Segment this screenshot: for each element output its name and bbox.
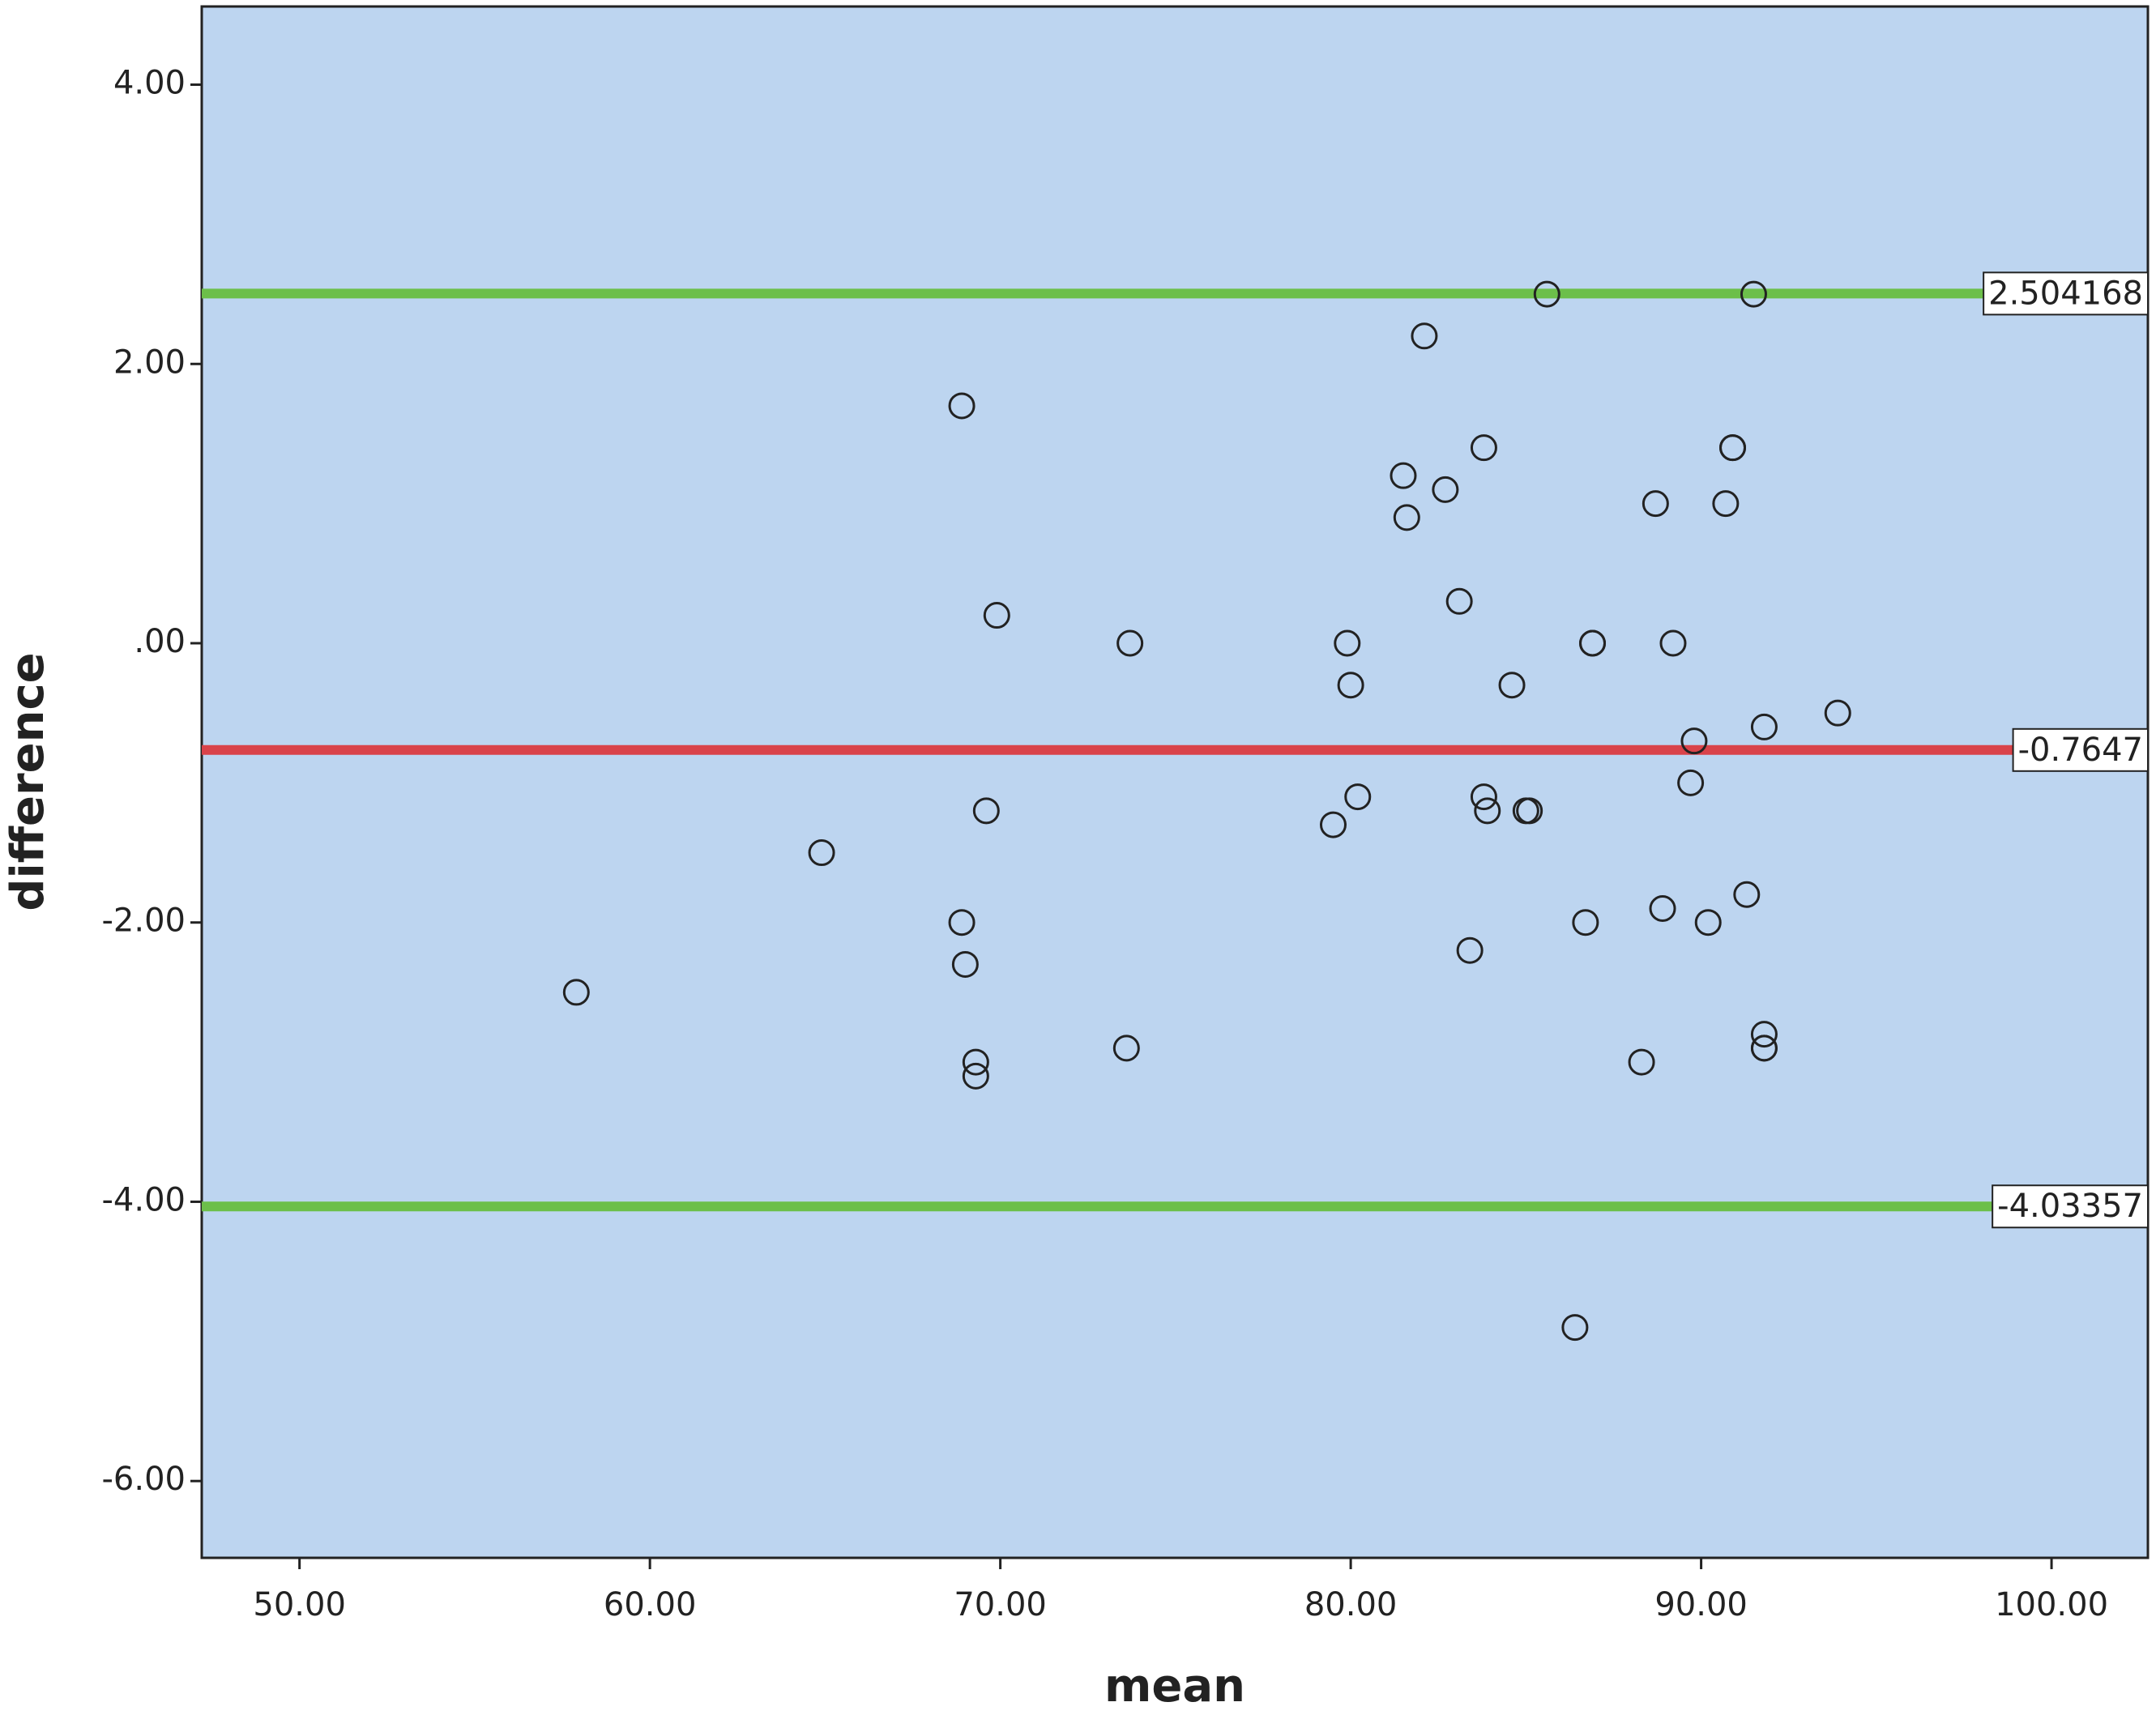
- y-axis-title: difference: [2, 652, 54, 911]
- point: [1824, 699, 1851, 727]
- point: [1677, 769, 1705, 796]
- y-tick-label: 2.00: [113, 343, 186, 381]
- point: [1561, 1314, 1589, 1342]
- y-tick-label: 4.00: [113, 65, 186, 102]
- point: [962, 1062, 989, 1090]
- point: [1659, 629, 1687, 657]
- plot-area: [200, 5, 2150, 1559]
- point: [1445, 587, 1473, 615]
- x-tick-label: 70.00: [954, 1586, 1047, 1623]
- point: [1628, 1048, 1655, 1076]
- point: [1740, 280, 1767, 308]
- point: [1334, 629, 1361, 657]
- x-tick-label: 60.00: [604, 1586, 697, 1623]
- point: [1750, 1035, 1778, 1062]
- point: [1116, 629, 1144, 657]
- point: [808, 839, 835, 867]
- point: [948, 909, 976, 936]
- point: [1694, 909, 1722, 936]
- point: [1642, 490, 1669, 518]
- x-tick-label: 80.00: [1304, 1586, 1398, 1623]
- point: [1579, 629, 1607, 657]
- point: [1712, 490, 1740, 518]
- x-tick-label: 50.00: [253, 1586, 346, 1623]
- point: [1516, 797, 1543, 825]
- reference-label-box: [1992, 1184, 2149, 1229]
- x-tick-label: 100.00: [1995, 1586, 2108, 1623]
- point: [1393, 504, 1420, 531]
- point: [962, 1048, 989, 1076]
- point: [562, 979, 590, 1006]
- reference-label-box: [2012, 727, 2149, 772]
- x-axis-title: mean: [1104, 1660, 1245, 1713]
- point: [1411, 322, 1438, 350]
- reference-label: -4.03357: [1997, 1188, 2143, 1225]
- point: [983, 602, 1010, 629]
- point: [1750, 713, 1778, 740]
- point: [1337, 672, 1364, 699]
- point: [1533, 280, 1560, 308]
- point: [951, 950, 979, 978]
- y-tick-label: -2.00: [102, 902, 186, 940]
- point: [1498, 672, 1526, 699]
- point: [1649, 894, 1676, 922]
- y-tick-label: -6.00: [102, 1461, 186, 1498]
- y-tick-label: .00: [134, 623, 186, 660]
- point: [1470, 434, 1497, 462]
- point: [1456, 936, 1484, 964]
- point: [1572, 909, 1599, 936]
- point: [1319, 811, 1347, 838]
- point: [1680, 727, 1708, 755]
- point: [1750, 1021, 1778, 1048]
- y-tick-label: -4.00: [102, 1181, 186, 1218]
- point: [1733, 881, 1761, 908]
- point: [1390, 462, 1417, 489]
- point: [1112, 1035, 1140, 1062]
- x-tick-label: 90.00: [1654, 1586, 1748, 1623]
- reference-label: 2.504168: [1988, 275, 2143, 312]
- point: [1470, 783, 1497, 811]
- point: [1344, 783, 1372, 811]
- reference-label: -0.7647: [2018, 732, 2143, 769]
- point: [948, 392, 976, 420]
- point: [1474, 797, 1501, 825]
- reference-label-box: [1983, 271, 2149, 316]
- point: [972, 797, 1000, 825]
- point: [1432, 476, 1459, 503]
- point: [1719, 434, 1747, 462]
